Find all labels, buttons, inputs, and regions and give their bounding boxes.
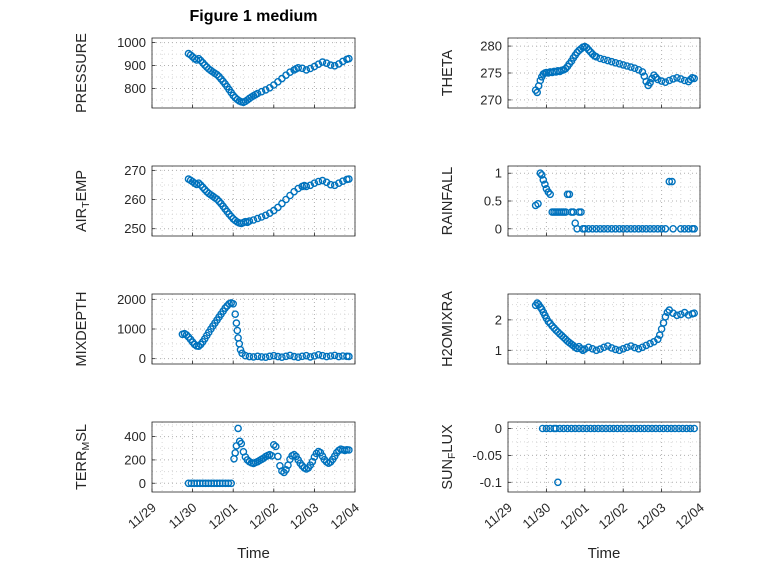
y-tick-labels: 12 bbox=[495, 312, 502, 357]
scatter-series bbox=[184, 424, 353, 488]
y-tick-labels: 0 200 400 bbox=[124, 429, 146, 491]
plot-border bbox=[151, 421, 356, 493]
figure-title: Figure 1 medium bbox=[189, 8, 318, 25]
scatter-series bbox=[538, 424, 699, 487]
plot-border bbox=[151, 165, 356, 237]
tick-marks bbox=[151, 42, 356, 108]
x-tick-labels: 11/29 11/30 12/01 12/02 12/03 12/04 bbox=[125, 500, 362, 532]
svg-text:0.5: 0.5 bbox=[484, 194, 502, 209]
svg-text:250: 250 bbox=[124, 221, 146, 236]
scatter-series bbox=[184, 49, 353, 107]
svg-text:-0.05: -0.05 bbox=[472, 448, 502, 463]
svg-text:200: 200 bbox=[124, 452, 146, 467]
tick-marks bbox=[507, 172, 701, 236]
y-axis-label-h2omixra: H2OMIXRA bbox=[440, 291, 456, 367]
svg-text:1000: 1000 bbox=[117, 322, 146, 337]
y-axis-label-mixdepth: MIXDEPTH bbox=[74, 292, 90, 367]
tick-marks bbox=[151, 169, 356, 236]
y-axis-label-rainfall: RAINFALL bbox=[440, 167, 456, 236]
grid bbox=[507, 38, 701, 108]
subplot-theta: 270 275 280 THETA bbox=[440, 37, 701, 109]
svg-text:900: 900 bbox=[124, 58, 146, 73]
svg-text:12/03: 12/03 bbox=[634, 500, 669, 532]
svg-text:11/29: 11/29 bbox=[481, 500, 515, 532]
y-axis-label-theta: THETA bbox=[440, 49, 456, 96]
scatter-series bbox=[531, 299, 699, 355]
svg-text:12/02: 12/02 bbox=[596, 500, 631, 532]
svg-text:1: 1 bbox=[495, 166, 502, 181]
svg-text:-0.1: -0.1 bbox=[480, 475, 502, 490]
tick-marks bbox=[507, 45, 701, 108]
svg-text:0: 0 bbox=[495, 421, 502, 436]
y-axis-label-air-temp: AIRTEMP bbox=[74, 170, 92, 232]
plot-border bbox=[507, 421, 701, 493]
svg-text:0: 0 bbox=[495, 221, 502, 236]
y-tick-labels: -0.1 -0.05 0 bbox=[472, 421, 502, 490]
svg-text:2000: 2000 bbox=[117, 292, 146, 307]
tick-marks bbox=[507, 319, 701, 364]
y-tick-labels: 00.51 bbox=[484, 166, 502, 237]
svg-text:400: 400 bbox=[124, 429, 146, 444]
svg-text:1000: 1000 bbox=[117, 35, 146, 50]
y-tick-labels: 250 260 270 bbox=[124, 163, 146, 236]
svg-text:270: 270 bbox=[480, 92, 502, 107]
tick-marks bbox=[151, 298, 356, 364]
tick-marks bbox=[507, 428, 701, 492]
scatter-series bbox=[531, 169, 699, 233]
scatter-series bbox=[178, 299, 353, 362]
svg-text:12/04: 12/04 bbox=[327, 500, 362, 532]
y-axis-label-terr-msl: TERRMSL bbox=[74, 424, 92, 490]
svg-text:12/01: 12/01 bbox=[206, 500, 241, 532]
x-axis-label-right: Time bbox=[587, 545, 621, 562]
y-axis-label-pressure: PRESSURE bbox=[74, 33, 90, 113]
tick-marks bbox=[151, 436, 356, 492]
svg-text:12/04: 12/04 bbox=[672, 500, 707, 532]
svg-text:0: 0 bbox=[139, 476, 146, 491]
svg-text:2: 2 bbox=[495, 312, 502, 327]
scatter-series bbox=[531, 42, 699, 97]
subplot-air-temp: 250 260 270 AIRTEMP bbox=[74, 163, 356, 237]
plot-border bbox=[151, 37, 356, 109]
svg-text:11/29: 11/29 bbox=[125, 500, 159, 532]
y-tick-labels: 800 900 1000 bbox=[117, 35, 146, 96]
svg-text:12/01: 12/01 bbox=[557, 500, 592, 532]
x-tick-labels: 11/29 11/30 12/01 12/02 12/03 12/04 bbox=[481, 500, 707, 532]
y-tick-labels: 270 275 280 bbox=[480, 39, 502, 108]
svg-text:11/30: 11/30 bbox=[166, 500, 200, 532]
svg-text:0: 0 bbox=[139, 351, 146, 366]
svg-text:11/30: 11/30 bbox=[519, 500, 553, 532]
svg-text:1: 1 bbox=[495, 343, 502, 358]
svg-text:280: 280 bbox=[480, 39, 502, 54]
svg-text:12/02: 12/02 bbox=[246, 500, 281, 532]
subplot-mixdepth: 0 1000 2000 MIXDEPTH bbox=[74, 292, 356, 367]
grid bbox=[507, 294, 701, 364]
svg-text:12/03: 12/03 bbox=[287, 500, 322, 532]
plot-border bbox=[507, 293, 701, 365]
y-tick-labels: 0 1000 2000 bbox=[117, 292, 146, 366]
svg-text:275: 275 bbox=[480, 66, 502, 81]
scatter-series bbox=[184, 175, 353, 228]
x-axis-label-left: Time bbox=[237, 545, 270, 562]
svg-text:260: 260 bbox=[124, 192, 146, 207]
y-axis-label-sun-flux: SUNFLUX bbox=[440, 424, 458, 490]
svg-text:270: 270 bbox=[124, 163, 146, 178]
subplot-pressure: 800 900 1000 PRESSURE bbox=[74, 33, 356, 113]
svg-text:800: 800 bbox=[124, 81, 146, 96]
subplot-terr-msl: 0 200 400 TERRMSL 11/29 11/30 12/01 12/02 12/03 1… bbox=[74, 421, 362, 532]
